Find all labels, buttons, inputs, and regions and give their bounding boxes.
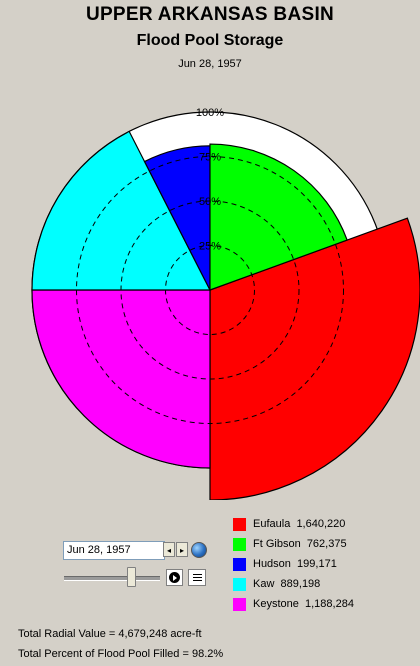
play-button[interactable] bbox=[166, 569, 183, 586]
legend-name: Kaw bbox=[253, 578, 275, 590]
chart-subtitle: Flood Pool Storage bbox=[136, 32, 284, 49]
radial-tick-label: 100% bbox=[196, 107, 224, 119]
legend-swatch bbox=[233, 598, 246, 611]
legend-value: 199,171 bbox=[297, 558, 337, 570]
legend-swatch bbox=[233, 538, 246, 551]
grid-ring-50 bbox=[120, 200, 300, 380]
wedge-eufaula bbox=[209, 217, 420, 500]
radial-tick-label: 25% bbox=[199, 241, 221, 253]
notes-icon-line bbox=[193, 577, 202, 578]
chart-date: Jun 28, 1957 bbox=[178, 58, 242, 70]
wedge-kaw bbox=[31, 130, 211, 291]
total-radial-value: Total Radial Value = 4,679,248 acre-ft bbox=[18, 628, 202, 640]
date-input[interactable]: Jun 28, 1957 bbox=[63, 541, 165, 560]
notes-button[interactable] bbox=[188, 569, 206, 586]
legend-swatch bbox=[233, 558, 246, 571]
date-slider-track[interactable] bbox=[64, 576, 160, 581]
legend-name: Eufaula bbox=[253, 518, 291, 530]
polar-chart: 25% 50% 75% 100% bbox=[31, 107, 420, 500]
legend-name: Keystone bbox=[253, 598, 299, 610]
date-slider-thumb[interactable] bbox=[127, 567, 136, 587]
next-date-button[interactable]: ▸ bbox=[176, 542, 188, 557]
play-triangle bbox=[173, 575, 177, 581]
notes-icon-line bbox=[193, 580, 202, 581]
grid-ring-25 bbox=[165, 245, 255, 335]
grid-ring-75 bbox=[76, 156, 344, 424]
legend-name: Ft Gibson bbox=[253, 538, 301, 550]
total-percent-filled: Total Percent of Flood Pool Filled = 98.… bbox=[18, 648, 224, 660]
legend-value: 1,188,284 bbox=[305, 598, 354, 610]
legend-swatch bbox=[233, 518, 246, 531]
chart-title: UPPER ARKANSAS BASIN bbox=[85, 4, 335, 25]
wedge-ft-gibson bbox=[209, 143, 348, 291]
legend-value: 889,198 bbox=[280, 578, 321, 590]
legend-value: 762,375 bbox=[306, 538, 347, 550]
notes-icon bbox=[193, 574, 202, 575]
radial-tick-label: 50% bbox=[199, 196, 221, 208]
prev-date-button[interactable]: ◂ bbox=[163, 542, 175, 557]
radial-tick-label: 75% bbox=[199, 152, 221, 164]
globe-icon[interactable] bbox=[191, 542, 207, 558]
legend-value: 1,640,220 bbox=[296, 518, 346, 530]
wedge-keystone bbox=[31, 289, 211, 469]
legend-name: Hudson bbox=[253, 558, 291, 570]
legend-swatch bbox=[233, 578, 246, 591]
